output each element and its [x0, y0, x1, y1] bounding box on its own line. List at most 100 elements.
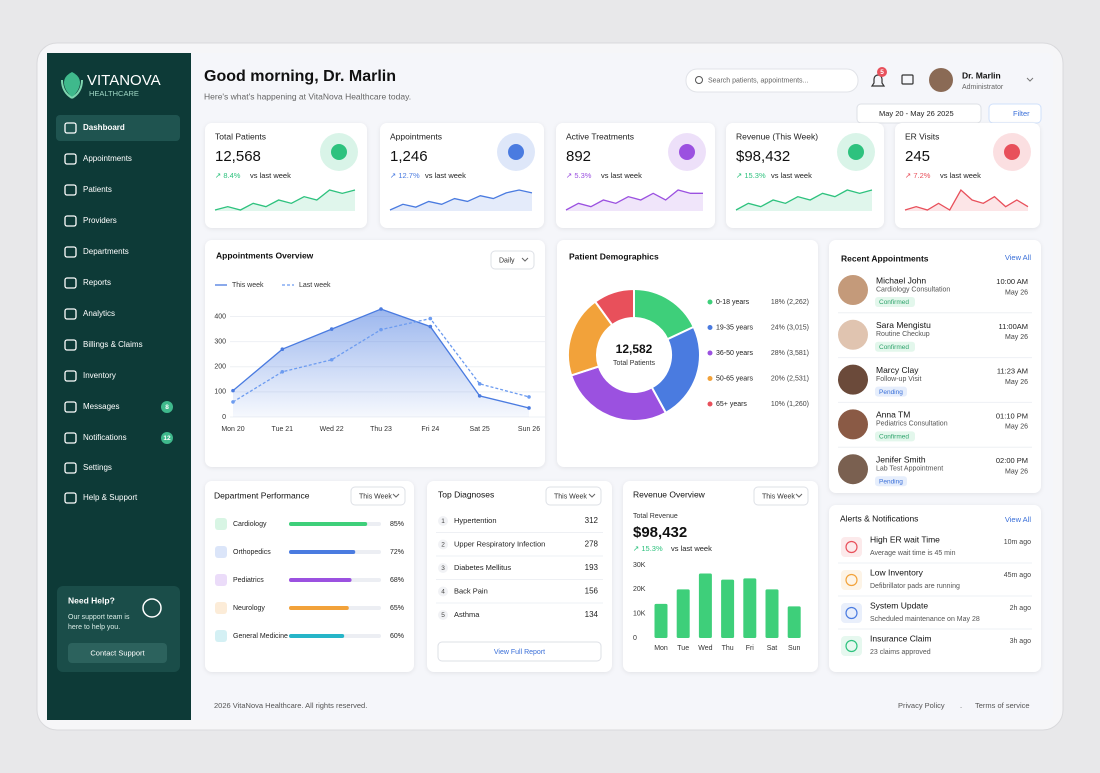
card	[829, 505, 1041, 672]
nav-icon	[64, 492, 77, 504]
card	[726, 123, 884, 228]
y-tick-label: 200	[214, 364, 226, 371]
nav-item[interactable]: Dashboard	[83, 123, 125, 132]
help-button[interactable]	[68, 643, 167, 663]
donut-total-label: Total Patients	[613, 360, 656, 367]
status-label: Pending	[879, 389, 903, 396]
help-button-label[interactable]: Contact Support	[90, 648, 145, 657]
sparkline	[389, 189, 533, 211]
sparkline	[904, 188, 1029, 211]
dropdown[interactable]	[490, 250, 535, 270]
alert-time: 45m ago	[1004, 572, 1031, 579]
nav-item[interactable]: Billings & Claims	[83, 340, 143, 349]
x-tick-label: Mon	[654, 645, 668, 652]
card-title: Department Performance	[214, 490, 310, 500]
user-role: Administrator	[962, 84, 1004, 91]
dept-icon	[215, 546, 227, 558]
report-button-label[interactable]: View Full Report	[494, 649, 545, 656]
point	[477, 394, 482, 398]
y-tick-label: 10K	[633, 611, 646, 618]
rank-badge	[438, 563, 448, 573]
date-range-label[interactable]: May 20 - May 26 2025	[879, 109, 954, 118]
alert-title: High ER wait Time	[870, 534, 940, 544]
alert-icon	[841, 636, 862, 656]
kpi-value: 245	[905, 148, 930, 165]
bar	[676, 589, 690, 638]
rank: 3	[441, 565, 445, 572]
bar	[289, 606, 349, 610]
avatar[interactable]	[929, 68, 953, 92]
card-title: Appointments Overview	[216, 250, 314, 260]
view-all-link[interactable]: View All	[1005, 253, 1031, 262]
view-all-link[interactable]: View All	[1005, 515, 1031, 524]
mail-icon[interactable]	[901, 74, 914, 85]
bar	[721, 579, 735, 638]
nav-item[interactable]: Reports	[83, 278, 111, 287]
nav-item[interactable]: Help & Support	[83, 493, 138, 502]
nav-item[interactable]: Messages	[83, 402, 119, 411]
nav-item[interactable]: Settings	[83, 463, 112, 472]
nav-item[interactable]: Departments	[83, 247, 129, 256]
kpi-change: ↗ 7.2%	[905, 171, 931, 180]
y-tick-label: 20K	[633, 586, 646, 593]
status-pill	[875, 431, 915, 442]
bar	[289, 550, 356, 554]
dropdown-label[interactable]: Daily	[499, 257, 515, 264]
search-box[interactable]	[685, 68, 859, 93]
footer-link[interactable]: Terms of service	[975, 701, 1030, 710]
nav-icon	[64, 308, 77, 320]
alert-icon	[841, 570, 862, 590]
nav-item[interactable]: Inventory	[83, 371, 116, 380]
nav-item[interactable]: Notifications	[83, 433, 127, 442]
avatar	[838, 454, 868, 485]
legend-dot	[707, 325, 713, 330]
rank: 2	[441, 542, 445, 549]
legend-dot	[707, 350, 713, 356]
alert-title: Insurance Claim	[870, 633, 931, 643]
dropdown-label[interactable]: This Week	[554, 493, 587, 500]
diagnosis-name: Back Pain	[454, 586, 488, 595]
dropdown-label[interactable]: This Week	[762, 493, 795, 500]
alert-time: 2h ago	[1010, 605, 1032, 612]
nav-icon	[64, 153, 77, 165]
dept-name: Orthopedics	[233, 549, 271, 556]
alert-title: Low Inventory	[870, 567, 924, 577]
x-tick-label: Sat 25	[470, 426, 490, 433]
diagnosis-name: Diabetes Mellitus	[454, 563, 511, 572]
filter-label[interactable]: Filter	[1013, 109, 1030, 118]
legend-value: 28% (3,581)	[771, 350, 809, 357]
kpi-note: vs last week	[250, 171, 291, 180]
status-label: Pending	[879, 478, 903, 485]
report-button[interactable]	[437, 641, 602, 662]
legend-label: Last week	[299, 282, 331, 289]
rank: 5	[441, 612, 445, 619]
dept-icon	[215, 574, 227, 586]
kpi-title: Revenue (This Week)	[736, 131, 818, 141]
nav-icon	[64, 184, 77, 196]
nav-item[interactable]: Patients	[83, 185, 112, 194]
bar	[289, 578, 352, 582]
legend-label: 50-65 years	[716, 375, 753, 382]
status-label: Confirmed	[879, 299, 909, 306]
nav-item[interactable]: Analytics	[83, 309, 115, 318]
dropdown[interactable]	[350, 486, 406, 506]
search-placeholder[interactable]: Search patients, appointments...	[708, 77, 808, 84]
footer-link[interactable]: Privacy Policy	[898, 701, 945, 710]
dropdown-label[interactable]: This Week	[359, 493, 392, 500]
dropdown[interactable]	[545, 486, 602, 506]
dropdown[interactable]	[753, 486, 809, 506]
nav-item[interactable]: Appointments	[83, 154, 132, 163]
card	[556, 123, 715, 228]
bar	[787, 606, 801, 638]
card	[427, 481, 612, 672]
card	[623, 481, 818, 672]
nav-icon	[64, 432, 77, 444]
dept-name: Pediatrics	[233, 577, 264, 584]
dept-name: General Medicine	[233, 633, 288, 640]
rank: 4	[441, 589, 445, 596]
nav-item[interactable]: Providers	[83, 216, 117, 225]
diagnosis-name: Asthma	[454, 610, 480, 619]
card	[205, 481, 414, 672]
point	[231, 388, 235, 393]
point	[527, 406, 531, 410]
